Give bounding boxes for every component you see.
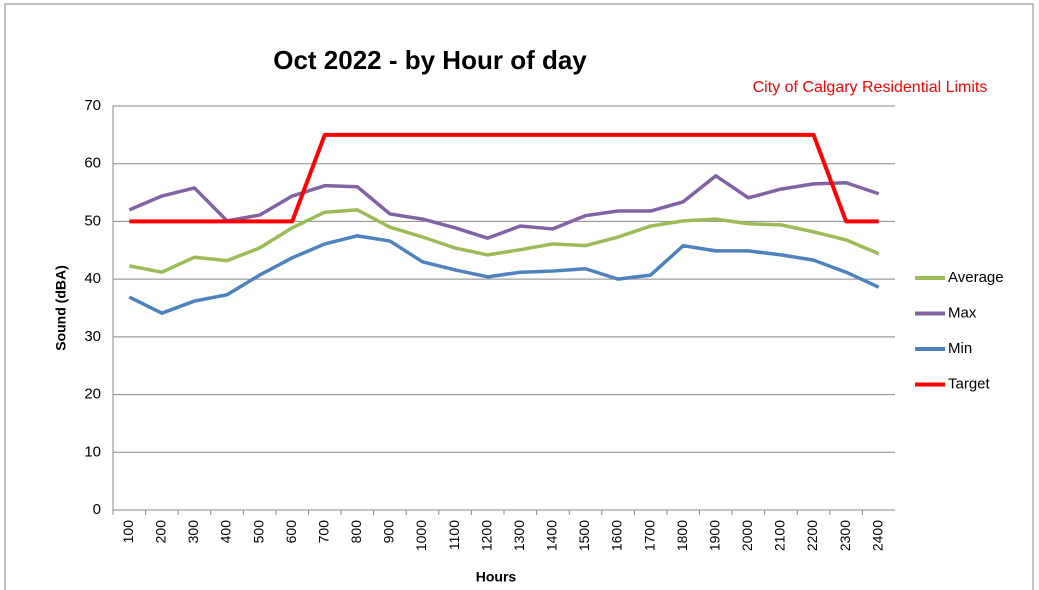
x-axis-label: Hours: [476, 569, 517, 585]
legend-label: Average: [948, 269, 1004, 286]
y-tick-label: 10: [84, 443, 101, 460]
x-tick-label: 1200: [478, 520, 494, 551]
x-tick-label: 2400: [869, 520, 885, 551]
chart-title: Oct 2022 - by Hour of day: [273, 45, 587, 75]
y-tick-label: 50: [84, 212, 101, 229]
chart-frame: [4, 3, 1034, 590]
y-tick-label: 60: [84, 155, 101, 172]
x-tick-label: 600: [283, 520, 299, 544]
x-tick-label: 700: [315, 520, 331, 544]
annotation: City of Calgary Residential Limits: [753, 79, 988, 96]
x-tick-label: 400: [218, 520, 234, 544]
legend-label: Target: [948, 375, 991, 392]
x-tick-label: 300: [185, 520, 201, 544]
x-tick-label: 500: [250, 520, 266, 544]
y-tick-label: 0: [93, 501, 101, 518]
x-tick-label: 200: [153, 520, 169, 544]
series-line: [128, 234, 880, 315]
x-tick-label: 900: [381, 520, 397, 544]
x-tick-label: 1400: [544, 520, 560, 551]
legend-label: Min: [948, 340, 972, 357]
x-tick-label: 2000: [739, 520, 755, 551]
x-tick-label: 2300: [837, 520, 853, 551]
x-tick-label: 1600: [609, 520, 625, 551]
x-tick-label: 1100: [446, 520, 462, 550]
x-tick-label: 1300: [511, 520, 527, 551]
series-line: [129, 132, 879, 224]
x-tick-label: 100: [120, 520, 136, 544]
x-tick-label: 1500: [576, 520, 592, 551]
series-line: [128, 208, 880, 274]
x-tick-label: 2100: [772, 520, 788, 551]
y-tick-label: 20: [84, 386, 101, 403]
x-tick-label: 1800: [674, 520, 690, 551]
y-axis-label: Sound (dBA): [53, 265, 69, 351]
legend-label: Max: [948, 304, 977, 321]
x-tick-label: 1700: [641, 520, 657, 551]
x-tick-label: 1900: [706, 520, 722, 551]
y-tick-label: 30: [84, 328, 101, 345]
x-tick-label: 1000: [413, 520, 429, 551]
y-tick-label: 40: [84, 270, 101, 287]
series-line: [128, 174, 880, 240]
x-tick-label: 800: [348, 520, 364, 544]
x-tick-label: 2200: [804, 520, 820, 551]
y-tick-label: 70: [84, 97, 101, 114]
